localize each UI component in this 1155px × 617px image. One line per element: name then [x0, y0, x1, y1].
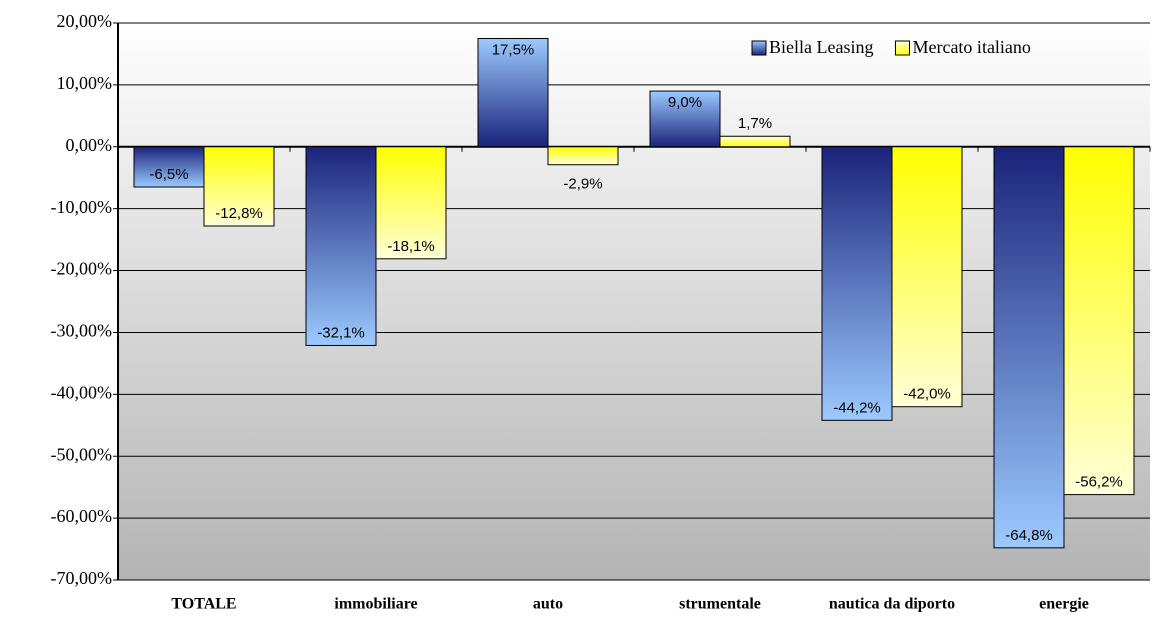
y-tick-label: -10,00%	[51, 197, 113, 217]
bar	[203, 146, 275, 227]
bar	[375, 146, 447, 260]
legend-label: Biella Leasing	[769, 37, 873, 57]
data-label: -64,8%	[1005, 527, 1053, 544]
x-tick-label: auto	[533, 596, 563, 613]
bar	[649, 90, 721, 148]
bar	[547, 146, 619, 166]
bar	[1063, 146, 1135, 496]
y-tick-label: -60,00%	[51, 506, 113, 526]
data-label: -12,8%	[215, 205, 263, 222]
data-label: -44,2%	[833, 399, 881, 416]
data-label: 1,7%	[738, 115, 772, 132]
data-label: 17,5%	[492, 41, 535, 58]
data-label: 9,0%	[668, 94, 702, 111]
bar	[133, 146, 205, 188]
x-tick-label: TOTALE	[171, 596, 236, 613]
plot-area	[118, 23, 1150, 580]
legend-swatch	[894, 40, 910, 56]
y-tick-label: -70,00%	[51, 568, 113, 588]
x-tick-label: energie	[1039, 596, 1089, 613]
data-label: -2,9%	[563, 176, 602, 193]
data-label: -18,1%	[387, 238, 435, 255]
x-tick-label: immobiliare	[334, 596, 417, 613]
bar	[891, 146, 963, 408]
bar	[719, 135, 791, 148]
x-tick-label: nautica da diporto	[829, 596, 955, 613]
bar	[305, 146, 377, 346]
y-tick-label: 10,00%	[57, 73, 113, 93]
data-label: -56,2%	[1075, 474, 1123, 491]
y-tick-label: -40,00%	[51, 382, 113, 402]
data-label: -42,0%	[903, 386, 951, 403]
y-tick-label: -20,00%	[51, 259, 113, 279]
bar	[477, 37, 549, 148]
x-tick-label: strumentale	[679, 596, 761, 613]
bar	[821, 146, 893, 421]
y-tick-label: -30,00%	[51, 321, 113, 341]
data-label: -32,1%	[317, 324, 365, 341]
y-tick-label: 20,00%	[57, 11, 113, 31]
legend-label: Mercato italiano	[912, 37, 1030, 57]
legend-swatch	[751, 40, 767, 56]
y-tick-label: 0,00%	[66, 135, 113, 155]
y-tick-label: -50,00%	[51, 444, 113, 464]
bar	[993, 146, 1065, 549]
data-label: -6,5%	[149, 166, 188, 183]
